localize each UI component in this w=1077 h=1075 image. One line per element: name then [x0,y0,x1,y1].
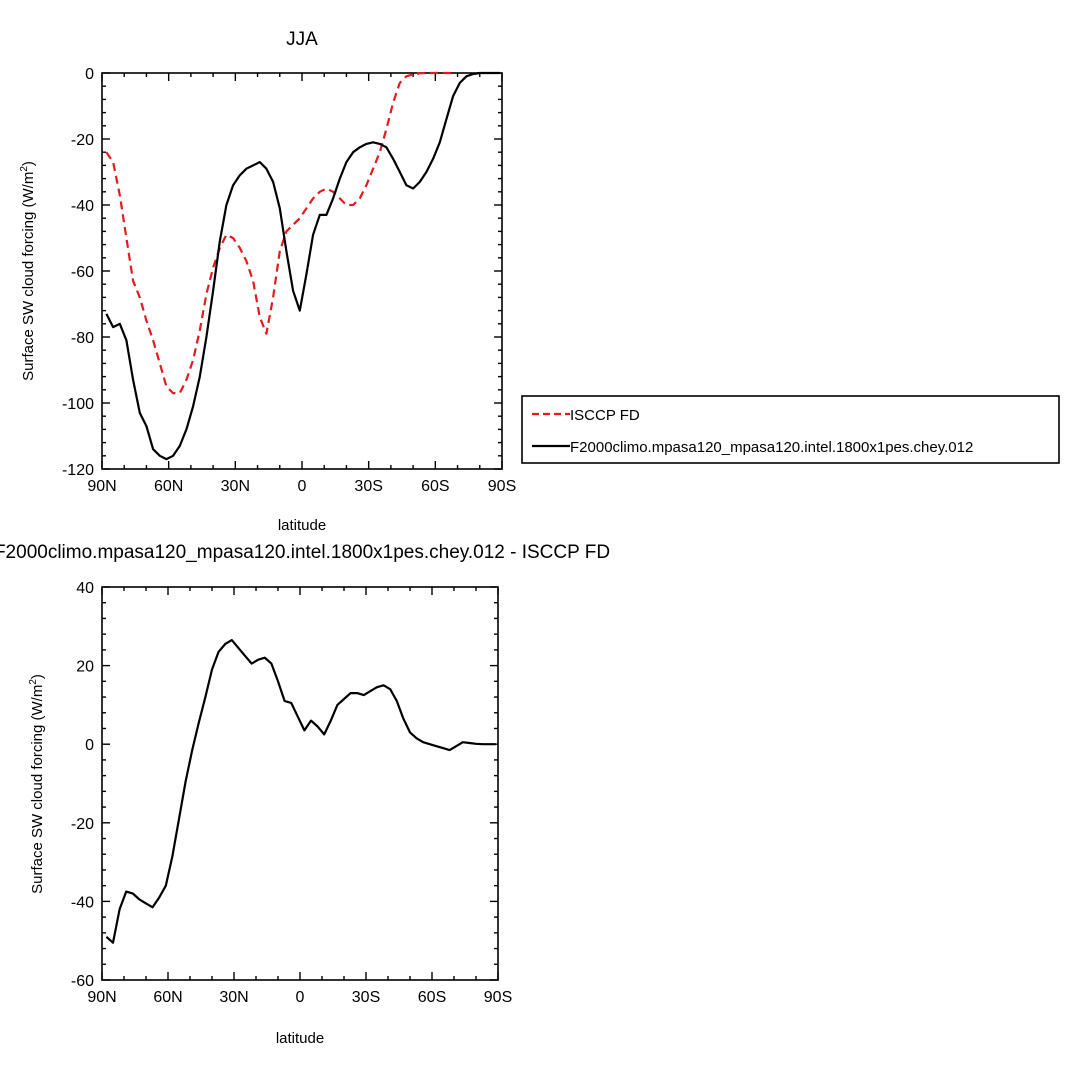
top-chart-ylabel-sup: 2 [19,166,30,172]
x-tick-label: 90N [87,478,116,495]
top-chart-xlabel: latitude [278,517,326,534]
x-tick-label: 30S [352,989,380,1006]
bottom-chart-frame [101,586,499,981]
x-tick-label: 60N [153,989,182,1006]
y-tick-label: -20 [71,816,94,833]
x-tick-label: 90S [484,989,512,1006]
bottom-chart-ticks: 90N 60N 30N 0 30S 60S 90S 40 20 0 -20 -40 -60 [71,580,512,1006]
x-tick-label: 0 [296,989,305,1006]
bottom-chart-ylabel-sup: 2 [28,679,39,685]
bottom-chart-ylabel-main: Surface SW cloud forcing (W/m [29,685,46,894]
x-tick-label: 60S [418,989,446,1006]
top-chart-legend: ISCCP FD F2000climo.mpasa120_mpasa120.in… [521,395,1060,464]
top-chart-jja: JJA 90N 60N 30N 0 30S 60S 90S 0 -20 -40 -60 -80 -100… [19,29,1060,534]
bottom-chart-ylabel-tail: ) [29,674,46,679]
y-tick-label: 0 [85,66,94,83]
bottom-chart-difference: F2000climo.mpasa120_mpasa120.intel.1800x… [0,542,610,1047]
top-series-line-1 [105,71,500,461]
top-chart-ylabel: Surface SW cloud forcing (W/m2) [19,161,37,381]
top-chart-title: JJA [286,29,318,50]
bottom-series-line-0 [105,638,496,944]
y-tick-label: -80 [71,330,94,347]
x-tick-label: 60S [421,478,449,495]
y-tick-label: 20 [76,659,94,676]
x-tick-label: 60N [154,478,183,495]
y-tick-label: 0 [85,737,94,754]
top-chart-ylabel-tail: ) [20,161,37,166]
y-tick-label: -100 [62,396,94,413]
x-tick-label: 90N [87,989,116,1006]
bottom-chart-series [105,638,496,944]
x-tick-label: 30N [219,989,248,1006]
x-tick-label: 0 [298,478,307,495]
y-tick-label: -120 [62,462,94,479]
x-tick-label: 30S [354,478,382,495]
top-series-line-0 [105,71,454,395]
y-tick-label: -40 [71,198,94,215]
bottom-chart-xlabel: latitude [276,1030,324,1047]
top-chart-series [105,71,500,461]
top-chart-ticks: 90N 60N 30N 0 30S 60S 90S 0 -20 -40 -60 -80 -100 -120 [62,66,516,495]
legend-label-model: F2000climo.mpasa120_mpasa120.intel.1800x… [570,439,973,456]
y-tick-label: -60 [71,264,94,281]
bottom-chart-title: F2000climo.mpasa120_mpasa120.intel.1800x… [0,542,610,563]
y-tick-label: -20 [71,132,94,149]
y-tick-label: 40 [76,580,94,597]
y-tick-label: -40 [71,894,94,911]
bottom-chart-ylabel: Surface SW cloud forcing (W/m2) [28,674,46,894]
legend-label-isccp: ISCCP FD [570,407,640,424]
x-tick-label: 30N [221,478,250,495]
y-tick-label: -60 [71,973,94,990]
x-tick-label: 90S [488,478,516,495]
legend-box [521,395,1060,464]
top-chart-ylabel-main: Surface SW cloud forcing (W/m [20,172,37,381]
